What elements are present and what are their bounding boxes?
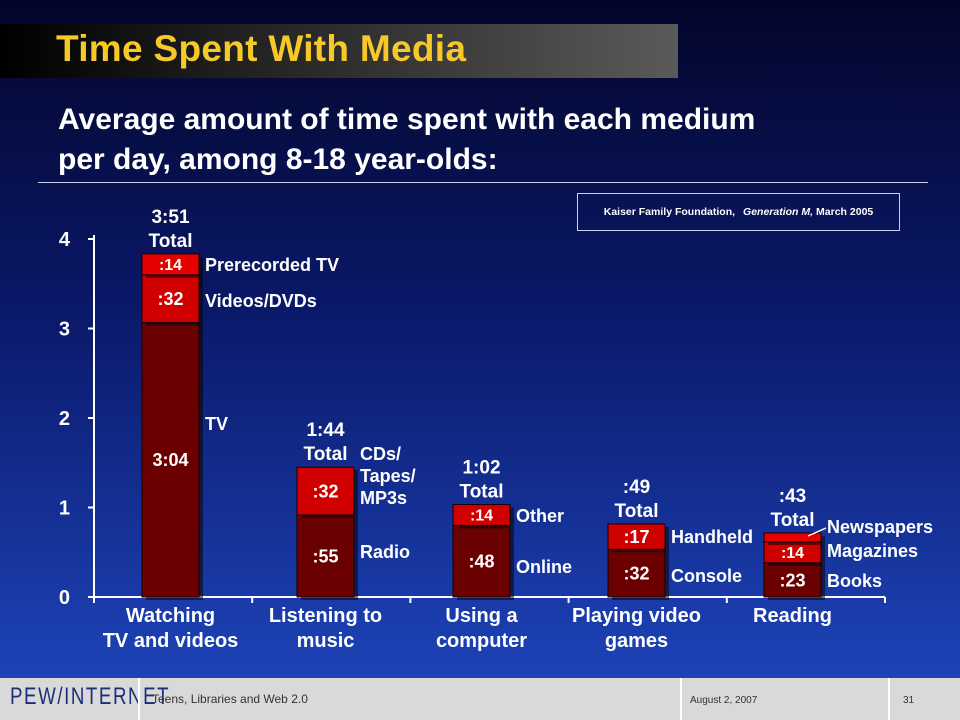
bar-value-label: :14 [159,257,182,274]
footer-divider [888,678,890,720]
newspapers-leader-line [807,527,827,537]
slide-title: Time Spent With Media [56,28,467,69]
footer-divider [138,678,140,720]
source-prefix: Kaiser Family Foundation, [603,206,736,218]
total-label: Total [460,482,504,503]
pew-internet-logo: PEW/INTERNET [10,683,171,710]
bar-segment [452,524,511,598]
footer-divider [680,678,682,720]
series-label: Handheld [671,527,753,547]
category-label: music [297,630,355,652]
footer [0,678,960,720]
y-tick-label: 1 [59,498,70,520]
bar-value-label: :32 [312,482,338,502]
subtitle-line-1: Average amount of time spent with each m… [58,103,756,136]
source-suffix: March 2005 [816,206,874,218]
y-tick-label: 4 [59,229,71,251]
bar-segment [141,322,200,598]
source-box: Kaiser Family Foundation, Generation M, … [577,193,900,231]
total-label: Total [304,444,348,465]
bar-value-label: :48 [468,552,494,572]
bar-value-label: :14 [470,508,493,525]
footer-date: August 2, 2007 [690,695,758,706]
category-label: Playing video [572,605,701,627]
bar-value-label: :17 [623,527,649,547]
total-value-label: 1:02 [462,458,500,479]
source-report: Generation M, [743,206,814,218]
category-label: computer [436,630,527,652]
series-label: Online [516,557,572,577]
series-label: MP3s [360,488,407,508]
bar-value-label: :32 [157,289,183,309]
bar-segment [763,532,822,543]
y-tick-label: 3 [59,319,70,341]
slide-subtitle: Average amount of time spent with each m… [58,100,938,180]
series-label: CDs/ [360,444,401,464]
bar-value-label: :32 [623,564,649,584]
bar-value-label: :23 [779,570,805,590]
series-label: Tapes/ [360,466,416,486]
category-label: Listening to [269,605,382,627]
footer-page-number: 31 [903,695,915,706]
series-label: Newspapers [827,517,933,537]
total-value-label: 3:51 [151,207,189,228]
bar-segment [296,466,355,516]
title-bar [0,24,678,78]
total-label: Total [771,510,815,531]
category-label: Watching [126,605,215,627]
bar-value-label: :55 [312,546,338,566]
media-time-chart: 0 1 2 3 4 3:04 TV :32 Videos/DVDs :14 Prerecorded … [59,207,933,652]
series-label: Videos/DVDs [205,291,317,311]
bar-segment [452,504,511,526]
category-label: TV and videos [103,630,239,652]
divider [38,182,928,183]
total-value-label: :43 [779,486,806,507]
category-label: Using a [445,605,518,627]
y-tick-label: 2 [59,408,70,430]
bar-value-label: :14 [781,545,804,562]
series-label: Magazines [827,541,918,561]
bar-segment [607,523,666,550]
series-label: Books [827,571,882,591]
total-label: Total [149,231,193,252]
bar-segment [296,514,355,598]
bar-segment [141,253,200,276]
series-label: Radio [360,542,410,562]
series-label: Other [516,506,564,526]
series-label: Console [671,566,742,586]
y-tick-label: 0 [59,587,70,609]
series-label: Prerecorded TV [205,255,339,275]
series-label: TV [205,414,228,434]
bar-segment [141,274,200,324]
subtitle-line-2: per day, among 8-18 year-olds: [58,143,498,176]
total-label: Total [615,501,659,522]
category-label: Reading [753,605,832,627]
total-value-label: :49 [623,477,650,498]
footer-presentation-title: Teens, Libraries and Web 2.0 [152,692,308,706]
category-label: games [605,630,668,652]
total-value-label: 1:44 [306,420,344,441]
bar-value-label: 3:04 [152,450,188,470]
